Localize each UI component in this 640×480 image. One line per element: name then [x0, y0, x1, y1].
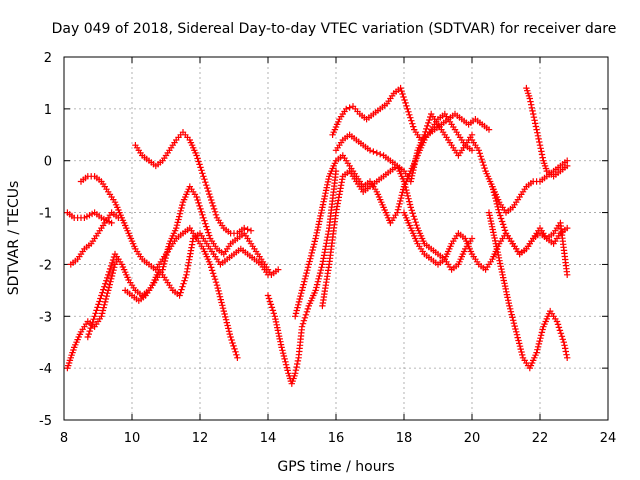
- plus-markers: [122, 230, 272, 304]
- plus-markers: [319, 162, 476, 310]
- x-axis-label: GPS time / hours: [277, 459, 394, 475]
- chart-title: Day 049 of 2018, Sidereal Day-to-day VTE…: [52, 21, 617, 37]
- series-track-8: [264, 167, 340, 387]
- plot-frame: [63, 56, 609, 421]
- x-tick-label: 8: [60, 431, 68, 446]
- x-tick-label: 16: [328, 431, 345, 446]
- plus-markers: [489, 183, 571, 278]
- y-tick-label: -2: [39, 258, 52, 273]
- x-tick-label: 14: [260, 431, 277, 446]
- grid-lines: [64, 57, 608, 420]
- series-track-2: [64, 209, 115, 227]
- y-tick-label: -5: [39, 414, 52, 429]
- series-track-3: [67, 209, 122, 268]
- x-tick-label: 18: [396, 431, 413, 446]
- y-tick-label: 2: [44, 51, 52, 66]
- plus-markers: [332, 110, 476, 185]
- series-track-15: [485, 209, 571, 372]
- x-tick-label: 24: [600, 431, 617, 446]
- series-track-11: [329, 84, 493, 144]
- series-track-12: [332, 110, 476, 185]
- series-track-6: [122, 230, 272, 304]
- x-tick-label: 12: [192, 431, 209, 446]
- y-tick-label: -4: [39, 362, 52, 377]
- x-tick-label: 22: [532, 431, 549, 446]
- y-tick-label: -1: [39, 207, 52, 222]
- series-track-10: [319, 162, 476, 310]
- y-tick-label: -3: [39, 310, 52, 325]
- plus-markers: [523, 84, 571, 180]
- plus-markers: [264, 167, 340, 387]
- series-track-16: [523, 84, 571, 180]
- plus-markers: [64, 209, 115, 227]
- series-track-17: [489, 183, 571, 278]
- plus-markers: [77, 173, 241, 361]
- series-track-4: [77, 173, 241, 361]
- data-marks: [64, 84, 571, 387]
- y-tick-label: 0: [44, 155, 52, 170]
- x-tick-label: 10: [124, 431, 141, 446]
- plus-markers: [329, 84, 493, 144]
- plus-markers: [485, 209, 571, 372]
- y-tick-label: 1: [44, 103, 52, 118]
- x-tick-label: 20: [464, 431, 481, 446]
- series-track-7: [132, 129, 255, 237]
- y-axis-label: SDTVAR / TECUs: [6, 181, 22, 296]
- plus-markers: [132, 129, 255, 237]
- plus-markers: [67, 209, 122, 268]
